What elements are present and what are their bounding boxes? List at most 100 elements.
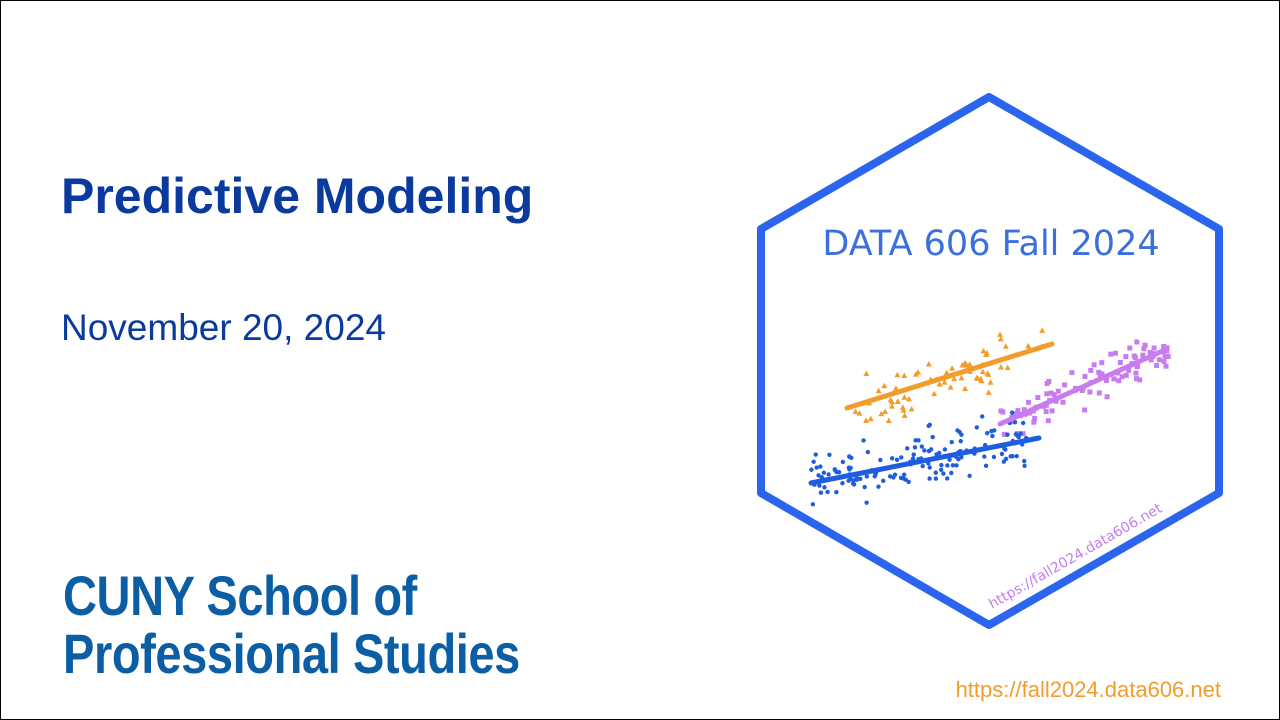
- orange-point: [878, 410, 885, 417]
- orange-point: [882, 408, 889, 415]
- blue-point: [1008, 454, 1013, 459]
- blue-point: [854, 477, 860, 482]
- orange-point: [894, 398, 901, 404]
- blue-point: [922, 448, 927, 453]
- orange-point: [892, 385, 899, 391]
- blue-point: [939, 462, 944, 468]
- blue-point: [980, 414, 985, 419]
- blue-point: [945, 463, 950, 468]
- blue-point: [1001, 459, 1007, 464]
- blue-point: [905, 446, 910, 451]
- orange-point: [977, 375, 984, 382]
- blue-point: [983, 463, 989, 468]
- blue-point: [878, 457, 883, 463]
- blue-point: [1014, 453, 1019, 459]
- orange-point: [1002, 343, 1009, 349]
- logo-line-1: CUNY School of: [63, 564, 417, 627]
- orange-point: [947, 384, 954, 390]
- orange-point: [888, 403, 895, 409]
- blue-point: [825, 489, 830, 495]
- blue-point: [949, 470, 954, 476]
- purple-point: [1099, 360, 1105, 366]
- orange-point: [875, 387, 882, 394]
- blue-point: [814, 465, 819, 470]
- purple-point: [1140, 352, 1146, 358]
- blue-point: [912, 445, 918, 450]
- purple-point: [1126, 367, 1132, 373]
- blue-point: [834, 490, 839, 495]
- blue-point: [927, 476, 932, 481]
- blue-point: [1018, 431, 1023, 436]
- blue-point: [910, 456, 916, 461]
- purple-point: [1123, 354, 1129, 360]
- orange-point: [863, 417, 870, 423]
- blue-point: [938, 467, 944, 472]
- blue-point: [941, 471, 946, 476]
- orange-point: [984, 370, 991, 376]
- blue-point: [826, 472, 831, 477]
- blue-point: [992, 428, 997, 433]
- purple-point: [1091, 362, 1097, 368]
- blue-point: [999, 451, 1005, 457]
- blue-point: [809, 467, 814, 472]
- orange-point: [973, 374, 980, 381]
- blue-point: [822, 485, 827, 490]
- blue-point: [967, 473, 972, 478]
- orange-point: [997, 331, 1004, 337]
- blue-point: [861, 438, 866, 443]
- purple-point: [1032, 415, 1038, 421]
- blue-point: [958, 438, 963, 444]
- orange-point: [943, 369, 950, 376]
- purple-point: [1045, 418, 1051, 424]
- slide-date: November 20, 2024: [61, 307, 386, 348]
- blue-point: [818, 490, 824, 495]
- purple-point: [1035, 395, 1041, 401]
- blue-trend-line: [808, 435, 1042, 486]
- purple-point: [1117, 360, 1123, 366]
- purple-point: [1162, 353, 1168, 359]
- footer-url-link[interactable]: https://fall2024.data606.net: [955, 677, 1221, 702]
- blue-point: [936, 450, 942, 456]
- orange-point: [867, 415, 874, 422]
- orange-point: [901, 412, 908, 419]
- orange-point: [983, 351, 990, 358]
- purple-point: [998, 408, 1004, 414]
- purple-point: [1010, 419, 1016, 425]
- orange-point: [856, 410, 863, 416]
- purple-point: [1134, 376, 1140, 382]
- purple-point: [1148, 357, 1154, 363]
- purple-point: [1127, 345, 1133, 351]
- blue-point: [1009, 410, 1015, 415]
- orange-point: [900, 407, 907, 413]
- purple-point: [1131, 353, 1137, 359]
- orange-point: [905, 395, 912, 402]
- orange-trend-line: [844, 341, 1055, 411]
- purple-point: [1048, 390, 1054, 396]
- blue-point: [916, 438, 921, 443]
- purple-point: [1156, 357, 1162, 363]
- blue-point: [881, 478, 886, 483]
- purple-trend-line: [997, 346, 1170, 427]
- orange-point: [894, 371, 901, 378]
- orange-point: [949, 365, 956, 371]
- orange-point: [1039, 327, 1046, 333]
- orange-point: [885, 417, 892, 423]
- blue-point: [926, 448, 932, 454]
- orange-point: [979, 368, 986, 375]
- blue-point: [840, 481, 845, 486]
- purple-point: [1001, 431, 1007, 437]
- blue-point: [947, 457, 952, 462]
- purple-point: [1134, 364, 1140, 370]
- purple-point: [1134, 339, 1140, 345]
- orange-point: [863, 370, 870, 377]
- blue-point: [933, 470, 938, 475]
- cuny-sps-logo: CUNY School of Professional Studies: [63, 561, 523, 685]
- blue-point: [930, 434, 935, 440]
- orange-point: [901, 394, 908, 400]
- blue-point: [919, 444, 925, 449]
- blue-point: [810, 502, 816, 507]
- blue-point: [873, 471, 878, 477]
- blue-point: [954, 463, 959, 468]
- blue-point: [817, 483, 822, 488]
